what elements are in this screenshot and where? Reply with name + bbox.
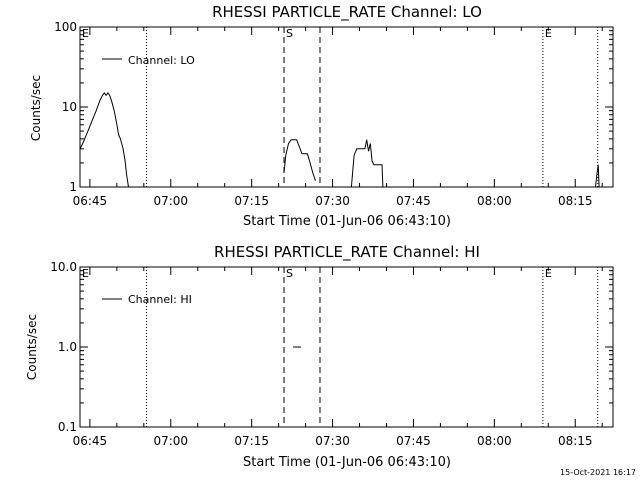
x-tick-label: 08:15 [558, 434, 593, 448]
plot-area: 06:45 07:00 07:15 07:30 07:45 08:00 08:15 1 10 10… [54, 20, 614, 208]
y-tick-label: 0.1 [58, 420, 77, 434]
y-tick-label: 100 [54, 20, 77, 34]
x-tick-label: 07:30 [315, 194, 350, 208]
x-tick-label: 08:15 [558, 194, 593, 208]
x-tick-label: 07:45 [396, 434, 431, 448]
legend-label: Channel: HI [128, 293, 192, 306]
series-line [283, 139, 316, 181]
x-tick-label: 07:30 [315, 434, 350, 448]
y-axis-label: Counts/sec [25, 314, 39, 380]
x-tick-label: 07:15 [234, 434, 269, 448]
event-marker-label: E [545, 27, 552, 40]
x-axis-label: Start Time (01-Jun-06 06:43:10) [243, 214, 451, 229]
x-tick-label: 06:45 [73, 434, 108, 448]
x-tick-label: 07:00 [153, 434, 188, 448]
chart-title: RHESSI PARTICLE_RATE Channel: LO [212, 3, 482, 22]
event-marker-label: S [286, 267, 293, 280]
x-tick-label: 08:00 [477, 434, 512, 448]
plot-area: 06:45 07:00 07:15 07:30 07:45 08:00 08:15 0.1 1.… [50, 260, 614, 448]
x-tick-label: 07:00 [153, 194, 188, 208]
y-tick-label: 1 [69, 180, 77, 194]
event-marker-label: E [82, 27, 89, 40]
y-axis-label: Counts/sec [29, 75, 43, 141]
event-marker-label: E [545, 267, 552, 280]
y-tick-label: 1.0 [58, 340, 77, 354]
series-line [79, 92, 129, 188]
series-line [350, 139, 384, 188]
series-line [595, 164, 600, 188]
x-tick-label: 07:45 [396, 194, 431, 208]
event-marker-label: E [82, 267, 89, 280]
x-tick-label: 06:45 [73, 194, 108, 208]
y-tick-label: 10.0 [50, 260, 77, 274]
panel-lo: RHESSI PARTICLE_RATE Channel: LO Counts/… [29, 3, 614, 229]
panel-hi: RHESSI PARTICLE_RATE Channel: HI Counts/… [25, 243, 614, 470]
y-tick-label: 10 [62, 100, 77, 114]
x-tick-label: 07:15 [234, 194, 269, 208]
chart-title: RHESSI PARTICLE_RATE Channel: HI [214, 243, 480, 262]
x-axis-label: Start Time (01-Jun-06 06:43:10) [243, 455, 451, 470]
footer-timestamp: 15-Oct-2021 16:17 [560, 468, 636, 477]
event-marker-label: S [286, 27, 293, 40]
legend-label: Channel: LO [128, 54, 195, 67]
x-tick-label: 08:00 [477, 194, 512, 208]
